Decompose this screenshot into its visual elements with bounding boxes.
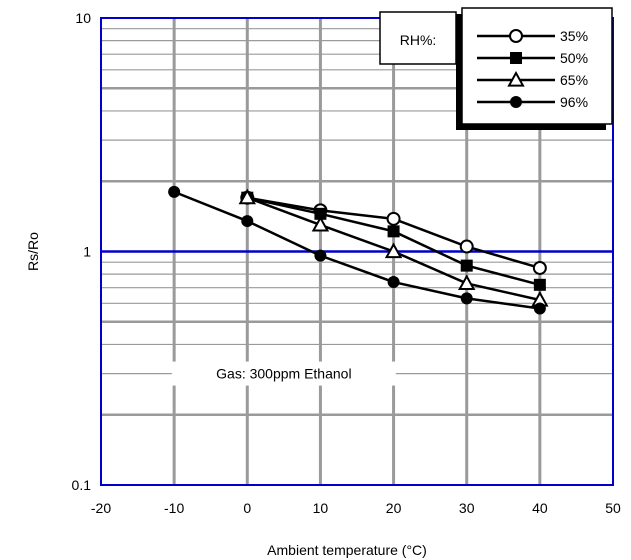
legend-item: 35% (477, 28, 588, 44)
y-tick-label: 0.1 (72, 477, 92, 493)
marker (387, 276, 400, 289)
annotation-text: Gas: 300ppm Ethanol (216, 366, 351, 382)
x-tick-label: 10 (313, 500, 329, 516)
marker (386, 211, 401, 226)
marker (458, 274, 476, 291)
marker (507, 70, 525, 87)
y-tick-label: 10 (75, 10, 91, 26)
plot-frame (100, 17, 614, 486)
legend-item: 50% (477, 50, 588, 66)
x-tick-labels: -20 -10 0 10 20 30 40 50 (91, 500, 621, 516)
marker (460, 292, 473, 305)
marker (460, 259, 473, 272)
series-65pct (238, 188, 549, 307)
marker (533, 302, 546, 315)
marker (532, 260, 547, 275)
y-axis-label: Rs/Ro (25, 232, 41, 271)
legend: RH%: 35% 50% 65% 96% (379, 7, 613, 130)
marker (241, 215, 254, 228)
legend-item: 65% (477, 70, 588, 88)
legend-label: 50% (560, 50, 588, 66)
x-axis-label: Ambient temperature (°C) (267, 542, 427, 558)
y-tick-label: 1 (83, 244, 91, 260)
marker (311, 215, 330, 232)
x-tick-label: 40 (532, 500, 548, 516)
y-tick-labels: 0.1 1 10 (72, 10, 92, 493)
marker (459, 239, 474, 254)
x-tick-label: 30 (459, 500, 475, 516)
marker (314, 207, 327, 220)
x-tick-label: -20 (91, 500, 111, 516)
x-tick-label: -10 (164, 500, 184, 516)
marker (510, 96, 522, 108)
annotation: Gas: 300ppm Ethanol (171, 361, 396, 386)
legend-title: RH%: (400, 32, 437, 48)
series-96pct (168, 185, 546, 315)
marker (509, 29, 523, 43)
marker (238, 188, 256, 205)
legend-label: 35% (560, 28, 588, 44)
marker (510, 52, 522, 64)
marker (533, 278, 546, 291)
x-tick-label: 50 (605, 500, 621, 516)
marker (387, 225, 400, 238)
marker (314, 249, 327, 262)
legend-label: 65% (560, 72, 588, 88)
series-layer (168, 185, 549, 315)
legend-item: 96% (477, 94, 588, 110)
marker (168, 185, 181, 198)
marker (384, 242, 403, 259)
x-tick-label: 0 (243, 500, 251, 516)
x-tick-label: 20 (386, 500, 402, 516)
series-line (173, 190, 541, 310)
legend-label: 96% (560, 94, 588, 110)
